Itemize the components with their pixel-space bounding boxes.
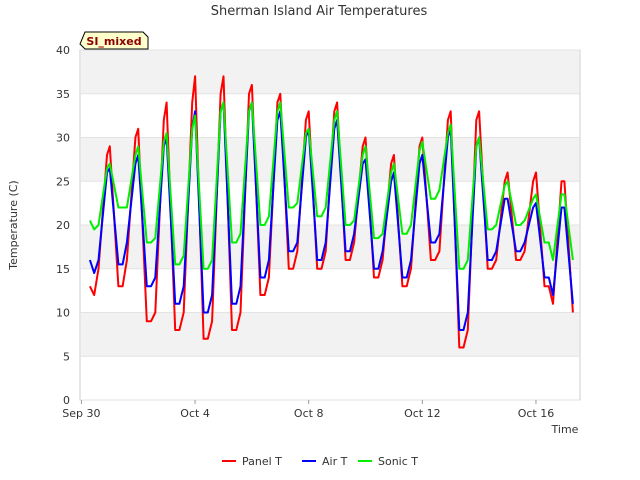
- y-tick-label: 25: [56, 175, 70, 188]
- x-tick-label: Oct 16: [518, 407, 555, 420]
- x-tick-label: Oct 12: [404, 407, 441, 420]
- badge-label: SI_mixed: [86, 35, 141, 48]
- y-tick-label: 20: [56, 219, 70, 232]
- x-tick-label: Oct 4: [180, 407, 210, 420]
- y-tick-label: 40: [56, 44, 70, 57]
- chart-title: Sherman Island Air Temperatures: [211, 4, 428, 19]
- badge: SI_mixed: [79, 31, 149, 50]
- grid-band: [81, 312, 579, 357]
- y-axis-label: Temperature (C): [7, 180, 20, 270]
- series-line-sonic-t: [89, 101, 574, 270]
- legend: Panel T Air T Sonic T: [222, 455, 418, 468]
- legend-label-air-t: Air T: [322, 455, 348, 468]
- y-tick-label: 0: [63, 394, 70, 407]
- y-axis-ticks: 0 5 10 15 20 25 30 35 40: [56, 44, 70, 407]
- y-tick-label: 10: [56, 307, 70, 320]
- badge-box: [79, 31, 149, 50]
- y-tick-label: 5: [63, 350, 70, 363]
- x-tick-label: Oct 8: [294, 407, 324, 420]
- legend-label-panel-t: Panel T: [242, 455, 282, 468]
- y-tick-label: 15: [56, 263, 70, 276]
- x-tick-label: Sep 30: [62, 407, 100, 420]
- y-tick-label: 35: [56, 88, 70, 101]
- legend-label-sonic-t: Sonic T: [378, 455, 418, 468]
- x-axis-ticks: Sep 30 Oct 4 Oct 8 Oct 12 Oct 16: [62, 400, 554, 420]
- y-tick-label: 30: [56, 132, 70, 145]
- series-layer: [88, 75, 574, 349]
- grid-band: [81, 50, 579, 94]
- x-axis-label: Time: [551, 423, 579, 436]
